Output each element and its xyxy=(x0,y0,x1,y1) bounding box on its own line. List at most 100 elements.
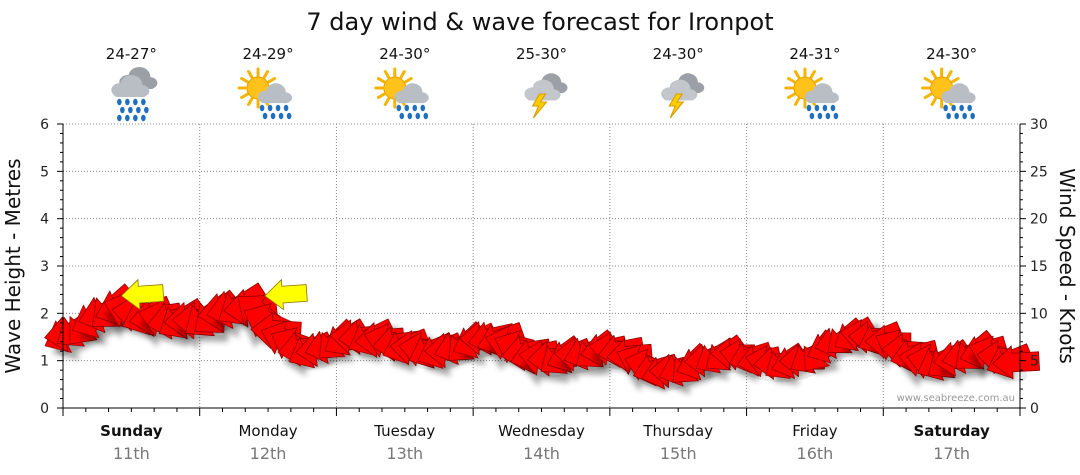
raindrop xyxy=(141,98,146,106)
raindrop xyxy=(117,98,122,106)
day-label: Friday xyxy=(792,422,838,440)
temperature-label: 24-30° xyxy=(653,45,704,63)
sun-ray xyxy=(950,77,960,84)
raindrop xyxy=(259,104,265,112)
temperature-label: 25-30° xyxy=(516,45,567,63)
raindrop xyxy=(262,112,268,120)
raindrop xyxy=(420,104,426,112)
sun-ray xyxy=(923,77,933,84)
left-tick-label: 0 xyxy=(40,401,49,417)
rain-icon xyxy=(111,67,158,122)
sun-ray xyxy=(930,96,938,106)
sun-ray xyxy=(240,92,250,99)
temperature-label: 24-30° xyxy=(926,45,977,63)
sun-ray xyxy=(266,77,277,84)
lightning-bolt xyxy=(531,93,548,119)
sun-ray xyxy=(813,77,823,84)
day-label: Tuesday xyxy=(373,422,435,440)
raindrop xyxy=(809,112,815,120)
left-tick-label: 2 xyxy=(40,306,49,322)
right-axis-label: Wind Speed - Knots xyxy=(1055,168,1079,364)
sun-ray xyxy=(946,70,953,80)
day-label: Wednesday xyxy=(498,422,585,440)
raindrop xyxy=(415,112,421,120)
raindrop xyxy=(133,114,138,122)
wind-arrow xyxy=(992,345,1040,380)
sun-ray xyxy=(930,70,938,80)
cloud-base xyxy=(113,89,148,97)
temperature-label: 24-31° xyxy=(789,45,840,63)
sun-ray xyxy=(786,92,797,99)
raindrop xyxy=(275,104,281,112)
sun-ray xyxy=(793,96,801,106)
right-tick-label: 5 xyxy=(1030,354,1039,370)
raindrop xyxy=(128,106,133,114)
raindrop xyxy=(141,114,146,122)
raindrop xyxy=(117,114,122,122)
sun-showers-icon xyxy=(784,67,839,120)
sun-ray xyxy=(376,92,386,99)
date-label: 11th xyxy=(113,444,150,463)
raindrop xyxy=(814,104,820,112)
storm-icon xyxy=(661,73,705,119)
raindrop xyxy=(407,112,413,120)
day-label: Sunday xyxy=(100,422,163,440)
sun-ray xyxy=(240,77,250,84)
sun-ray xyxy=(403,77,413,84)
right-tick-label: 15 xyxy=(1030,259,1048,275)
weather-icon-row: 24-27° 24-29° 24-30° 25-30° 24-30° 24-31° 24-3… xyxy=(106,45,977,122)
raindrop xyxy=(144,106,149,114)
raindrop xyxy=(954,112,959,120)
raindrop xyxy=(830,104,836,112)
sun-showers-icon xyxy=(374,67,429,120)
raindrop xyxy=(822,104,828,112)
date-label: 13th xyxy=(386,444,423,463)
raindrop xyxy=(278,112,284,120)
raindrop xyxy=(120,106,125,114)
highlight-arrow xyxy=(264,278,308,311)
day-label: Monday xyxy=(238,422,297,440)
cloud-base xyxy=(943,95,974,104)
left-tick-label: 3 xyxy=(40,259,49,275)
raindrop xyxy=(267,104,273,112)
right-tick-label: 30 xyxy=(1030,117,1048,133)
cloud-base xyxy=(259,95,291,104)
watermark: www.seabreeze.com.au xyxy=(897,393,1015,404)
raindrop xyxy=(404,104,410,112)
left-axis-label: Wave Height - Metres xyxy=(1,158,25,373)
sun-ray xyxy=(376,77,386,84)
axis-layer: 0 1 2 3 4 5 6 0 5 10 15 20 25 30 Sunday 11th Monday 12th T… xyxy=(40,117,1048,463)
sun-ray xyxy=(247,70,254,80)
date-label: 12th xyxy=(250,444,287,463)
raindrop xyxy=(970,112,975,120)
left-tick-label: 5 xyxy=(40,164,49,180)
lightning-bolt xyxy=(668,93,685,119)
sun-ray xyxy=(793,70,801,80)
raindrop xyxy=(967,104,972,112)
raindrop xyxy=(806,104,812,112)
date-label: 14th xyxy=(523,444,560,463)
raindrop xyxy=(286,112,292,120)
sun-showers-icon xyxy=(921,67,976,120)
day-label: Thursday xyxy=(642,422,713,440)
date-label: 16th xyxy=(797,444,834,463)
raindrop xyxy=(943,104,948,112)
cloud-base xyxy=(806,95,838,104)
raindrop xyxy=(946,112,951,120)
raindrop xyxy=(125,114,130,122)
raindrop xyxy=(283,104,289,112)
raindrop xyxy=(270,112,276,120)
raindrop xyxy=(423,112,429,120)
date-label: 17th xyxy=(933,444,970,463)
sun-ray xyxy=(383,70,391,80)
raindrop xyxy=(959,104,964,112)
cloud-base xyxy=(396,95,427,104)
sun-ray xyxy=(923,92,933,99)
raindrop xyxy=(396,104,402,112)
raindrop xyxy=(133,98,138,106)
temperature-label: 24-27° xyxy=(106,45,157,63)
data-layer xyxy=(44,278,1040,392)
raindrop xyxy=(136,106,141,114)
right-tick-label: 0 xyxy=(1030,401,1039,417)
